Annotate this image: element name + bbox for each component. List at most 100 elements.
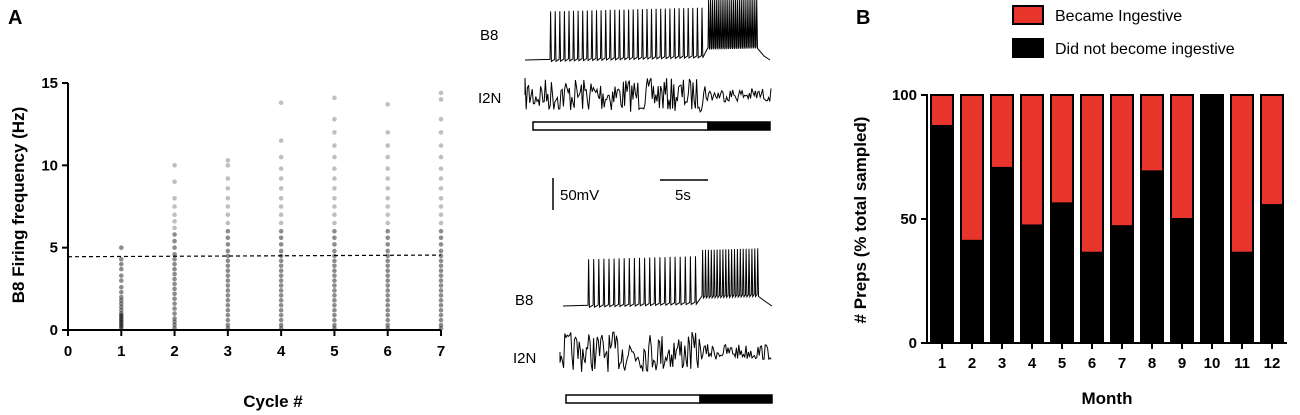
bar-became-ingestive [1230, 94, 1254, 254]
legend-swatch-became [1012, 5, 1044, 25]
scatter-point [118, 245, 124, 250]
scatter-point [278, 283, 284, 288]
scatter-point [385, 273, 391, 278]
scatter-point [385, 278, 391, 283]
x-tick-label: 7 [1118, 355, 1126, 372]
scatter-point [225, 212, 231, 218]
b8-trace-bottom [562, 248, 773, 309]
scatter-point [172, 311, 177, 316]
scatter-point [172, 232, 177, 237]
x-tick-label: 8 [1148, 355, 1156, 372]
scatter-y-axis-title: B8 Firing frequency (Hz) [9, 107, 28, 303]
trace-label-b8-top: B8 [480, 27, 498, 44]
scatter-point [438, 204, 444, 209]
scatter-point [385, 303, 391, 308]
bar-became-ingestive [930, 94, 954, 127]
scatter-point [385, 307, 391, 313]
scatter-point [385, 288, 391, 293]
bar-not-became-ingestive [930, 125, 954, 344]
scatter-point [172, 163, 177, 168]
scatter-point [118, 273, 124, 278]
retraction-bar-top [707, 121, 771, 131]
legend-swatch-not-became [1012, 38, 1044, 58]
scatter-point [278, 166, 284, 171]
scatter-point [172, 301, 177, 306]
bar-became-ingestive [1170, 94, 1194, 220]
scatter-point [332, 143, 337, 148]
y-tick-label: 50 [900, 211, 917, 228]
scatter-point [118, 324, 124, 330]
x-tick-label: 2 [170, 343, 178, 360]
scatter-point [332, 212, 337, 218]
y-tick-label: 0 [50, 322, 58, 339]
bar-x-axis-title: Month [1082, 389, 1133, 408]
b8-trace-top [524, 0, 771, 63]
scatter-point [438, 220, 444, 226]
scatter-point [438, 268, 444, 274]
scatter-point [332, 242, 337, 247]
scatter-point [438, 248, 444, 254]
scatter-point [278, 322, 284, 328]
scatter-point [172, 291, 177, 297]
scatter-point [118, 311, 124, 316]
x-tick-label: 6 [384, 343, 392, 360]
scatter-point [278, 186, 284, 191]
scatter-point [438, 242, 444, 247]
scatter-point [172, 306, 177, 311]
retraction-bar-bottom [699, 394, 773, 404]
scatter-point [438, 97, 444, 102]
scatter-point [438, 288, 444, 293]
scatter-point [118, 266, 124, 272]
scatter-point [278, 220, 284, 226]
scatter-point [332, 298, 337, 303]
scatter-point [332, 317, 337, 323]
scatter-point [438, 307, 444, 313]
scatter-point [225, 293, 231, 298]
bar-not-became-ingestive [1020, 224, 1044, 344]
scatter-point [385, 220, 391, 226]
scatter-point [172, 251, 177, 257]
scatter-point [118, 322, 124, 328]
trace-label-i2n-top: I2N [478, 90, 501, 107]
scatter-point [278, 248, 284, 254]
scatter-point [332, 154, 337, 160]
scatter-point [438, 130, 444, 135]
scatter-point [278, 307, 284, 313]
scatter-point [225, 258, 231, 264]
bar-became-ingestive [1260, 94, 1284, 207]
scatter-point [385, 235, 391, 241]
scatter-point [332, 273, 337, 278]
scatter-point [438, 195, 444, 201]
scatter-point [172, 219, 177, 224]
x-tick-label: 1 [117, 343, 125, 360]
scatter-point [118, 289, 124, 295]
scatter-point [278, 263, 284, 269]
scatter-point [225, 228, 231, 234]
bar-not-became-ingestive [1230, 251, 1254, 344]
legend-label-not-became: Did not become ingestive [1055, 41, 1235, 58]
x-tick-label: 10 [1204, 355, 1221, 372]
scatter-point [225, 317, 231, 323]
x-tick-label: 6 [1088, 355, 1096, 372]
scatter-point [438, 293, 444, 298]
scatter-point [385, 130, 391, 135]
scatter-point [118, 278, 124, 283]
legend-label-became: Became Ingestive [1055, 8, 1182, 25]
scatter-point [118, 319, 124, 325]
scatter-point [172, 245, 177, 250]
recording-traces: B8 I2N 50mV 5s B8 I2N [478, 0, 773, 404]
scatter-point [385, 102, 391, 107]
scatter-point [385, 317, 391, 323]
y-tick-label: 0 [909, 335, 917, 352]
scatter-point [172, 319, 177, 325]
scatter-dots [118, 90, 444, 331]
scatter-point [118, 261, 124, 267]
trace-label-b8-bottom: B8 [515, 292, 533, 309]
scatter-point [332, 235, 337, 241]
scatter-point [332, 303, 337, 308]
x-tick-label: 5 [330, 343, 338, 360]
bar-not-became-ingestive [1260, 204, 1284, 344]
scatter-point [332, 268, 337, 274]
scatter-point [385, 283, 391, 288]
